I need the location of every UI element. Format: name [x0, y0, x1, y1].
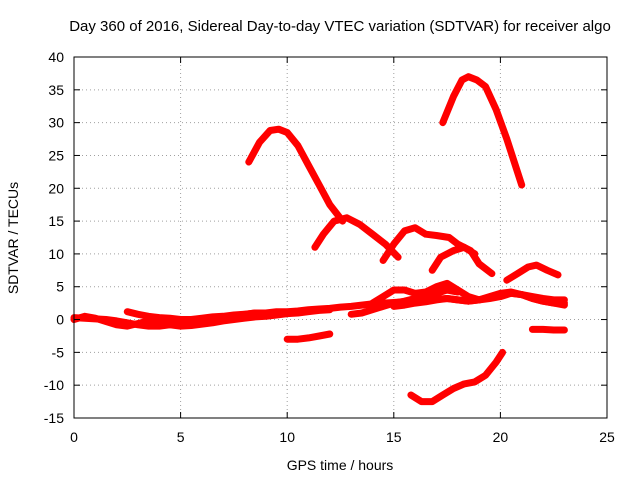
y-tick-label: 40: [48, 49, 64, 65]
data-layer: [70, 73, 568, 406]
y-tick-label: 20: [48, 180, 64, 196]
series-line-s8: [123, 308, 270, 323]
grid: [74, 57, 607, 418]
series-line-s15: [407, 348, 506, 406]
series-line-s4: [428, 243, 479, 274]
series-line-s12: [390, 288, 568, 310]
x-axis-label: GPS time / hours: [287, 457, 394, 473]
y-tick-label: 30: [48, 115, 64, 131]
y-axis-label: SDTVAR / TECUs: [5, 182, 21, 294]
y-tick-label: 25: [48, 147, 64, 163]
y-tick-label: -15: [44, 410, 64, 426]
y-tick-label: -10: [44, 377, 64, 393]
plot-frame: [73, 56, 608, 419]
series-line-s9: [347, 286, 462, 318]
series-line-s7: [70, 306, 334, 330]
series-line-s1: [245, 125, 347, 225]
axis-ticks: 0 5 10 15 20 25 -15 -10 -5 0 5 10 15 20 25 30 35 40: [44, 49, 615, 445]
series-line-s11: [503, 261, 562, 284]
y-tick-label: -5: [52, 344, 65, 360]
series-line-s14: [283, 330, 334, 343]
x-tick-label: 20: [493, 429, 509, 445]
y-tick-label: 10: [48, 246, 64, 262]
x-tick-label: 5: [177, 429, 185, 445]
x-tick-label: 0: [70, 429, 78, 445]
y-tick-label: 35: [48, 82, 64, 98]
x-tick-label: 15: [386, 429, 402, 445]
series-line-s13: [528, 325, 568, 334]
chart-title: Day 360 of 2016, Sidereal Day-to-day VTE…: [69, 18, 611, 35]
series-line-s5: [439, 73, 526, 189]
y-tick-label: 5: [56, 279, 64, 295]
y-tick-label: 15: [48, 213, 64, 229]
y-tick-label: 0: [56, 312, 64, 328]
x-tick-label: 10: [279, 429, 295, 445]
series-line-s2: [311, 214, 402, 261]
x-tick-label: 25: [599, 429, 615, 445]
